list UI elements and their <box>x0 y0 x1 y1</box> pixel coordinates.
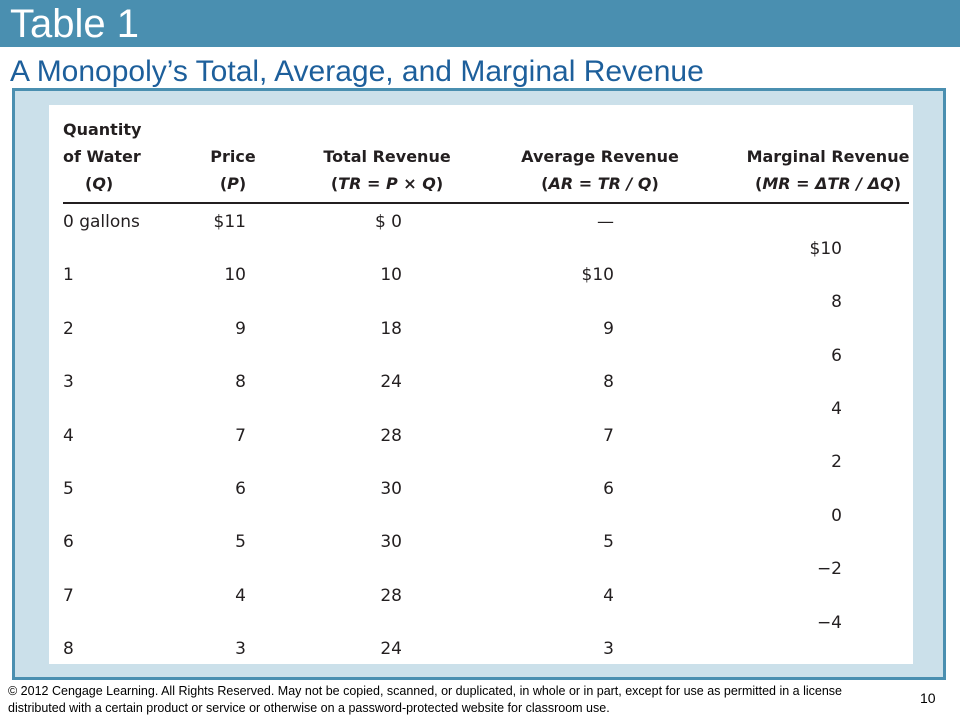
header-total-revenue-open: ( <box>330 174 339 193</box>
header-total-revenue-formula: TR = P × Q <box>338 174 436 193</box>
header-quantity-symbol-line: (Q) <box>63 170 141 197</box>
cell-total-revenue: 18 <box>380 318 402 339</box>
cell-average-revenue: 3 <box>603 639 614 660</box>
header-average-revenue-formula: AR = TR / Q <box>548 174 652 193</box>
cell-price: 10 <box>224 265 246 286</box>
table-panel <box>49 105 913 664</box>
header-marginal-revenue-line1: Marginal Revenue <box>746 147 910 166</box>
cell-marginal-revenue: −4 <box>816 612 842 633</box>
cell-total-revenue: 28 <box>380 425 402 446</box>
cell-price: 5 <box>235 532 246 553</box>
cell-quantity: 2 <box>63 318 74 339</box>
cell-price: 8 <box>235 372 246 393</box>
copyright-notice: © 2012 Cengage Learning. All Rights Rese… <box>8 684 843 715</box>
cell-average-revenue: 9 <box>603 318 614 339</box>
cell-quantity: 0 gallons <box>63 212 140 232</box>
header-marginal-revenue-formula-line: (MR = ΔTR / ΔQ) <box>738 170 918 197</box>
cell-marginal-revenue: −2 <box>816 559 842 580</box>
page-number: 10 <box>920 690 936 706</box>
header-quantity: Quantity of Water (Q) <box>63 116 141 197</box>
header-quantity-line1: Quantity <box>63 120 142 139</box>
cell-price: 4 <box>235 585 246 606</box>
header-marginal-revenue: Marginal Revenue (MR = ΔTR / ΔQ) <box>738 143 918 197</box>
cell-average-revenue: — <box>597 212 614 232</box>
cell-quantity: 6 <box>63 532 74 553</box>
slide-title: Table 1 <box>10 2 139 46</box>
header-total-revenue-line1: Total Revenue <box>323 147 451 166</box>
header-marginal-revenue-formula: MR = ΔTR / ΔQ <box>762 174 894 193</box>
cell-total-revenue: 24 <box>380 639 402 660</box>
cell-marginal-revenue: 4 <box>831 398 842 419</box>
cell-quantity: 8 <box>63 639 74 660</box>
header-price: Price (P) <box>198 143 268 197</box>
cell-marginal-revenue: 8 <box>831 292 842 313</box>
header-price-line1: Price <box>210 147 256 166</box>
header-price-symbol-line: (P) <box>198 170 268 197</box>
cell-price: 6 <box>235 479 246 499</box>
header-average-revenue-close: ) <box>651 174 659 193</box>
cell-price: 3 <box>235 639 246 660</box>
cell-average-revenue: 8 <box>603 372 614 393</box>
cell-price: 7 <box>235 425 246 446</box>
cell-quantity: 3 <box>63 372 74 393</box>
cell-quantity: 5 <box>63 479 74 499</box>
cell-marginal-revenue: $10 <box>809 238 842 259</box>
header-total-revenue-close: ) <box>435 174 444 193</box>
cell-average-revenue: 5 <box>603 532 614 553</box>
title-bar: Table 1 <box>0 0 960 47</box>
cell-average-revenue: 7 <box>603 425 614 446</box>
header-rule <box>63 202 909 204</box>
cell-total-revenue: 30 <box>380 532 402 553</box>
cell-average-revenue: 4 <box>603 585 614 606</box>
header-average-revenue-line1: Average Revenue <box>521 147 679 166</box>
header-quantity-open: ( <box>85 174 93 193</box>
cell-total-revenue: 24 <box>380 372 402 393</box>
header-price-close: ) <box>238 174 247 193</box>
cell-marginal-revenue: 2 <box>831 452 842 473</box>
header-price-open: ( <box>219 174 228 193</box>
cell-average-revenue: 6 <box>603 479 614 499</box>
header-quantity-close: ) <box>105 174 114 193</box>
cell-total-revenue: 30 <box>380 479 402 499</box>
cell-marginal-revenue: 6 <box>831 345 842 366</box>
cell-price: $11 <box>213 212 246 232</box>
header-marginal-revenue-open: ( <box>755 174 763 193</box>
header-total-revenue-formula-line: (TR = P × Q) <box>312 170 462 197</box>
cell-marginal-revenue: 0 <box>831 505 842 526</box>
header-average-revenue: Average Revenue (AR = TR / Q) <box>510 143 690 197</box>
cell-total-revenue: 10 <box>380 265 402 286</box>
cell-price: 9 <box>235 318 246 339</box>
header-quantity-symbol: Q <box>92 174 106 193</box>
cell-quantity: 7 <box>63 585 74 606</box>
cell-average-revenue: $10 <box>581 265 614 286</box>
cell-quantity: 1 <box>63 265 74 286</box>
cell-total-revenue: $ 0 <box>374 212 402 232</box>
cell-total-revenue: 28 <box>380 585 402 606</box>
header-price-symbol: P <box>227 174 239 193</box>
cell-quantity: 4 <box>63 425 74 446</box>
header-average-revenue-formula-line: (AR = TR / Q) <box>510 170 690 197</box>
slide-subtitle: A Monopoly’s Total, Average, and Margina… <box>10 55 704 88</box>
header-quantity-line2: of Water <box>63 147 141 166</box>
header-average-revenue-open: ( <box>541 174 549 193</box>
header-total-revenue: Total Revenue (TR = P × Q) <box>312 143 462 197</box>
header-marginal-revenue-close: ) <box>893 174 901 193</box>
